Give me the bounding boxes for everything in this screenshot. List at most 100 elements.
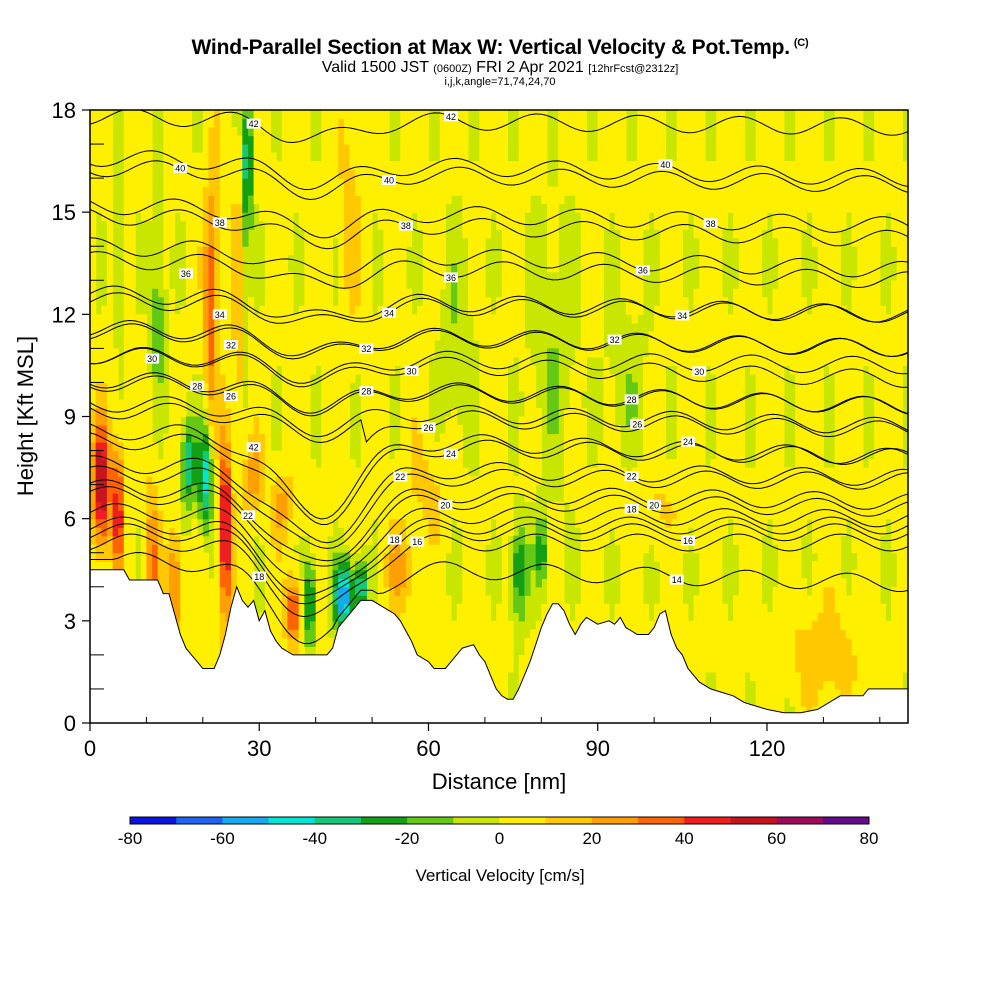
field-cell [372,493,379,503]
field-cell [501,620,508,630]
field-cell [321,629,328,639]
field-cell [434,280,441,290]
field-cell [191,518,198,528]
field-cell [225,484,232,494]
field-cell [394,195,401,205]
field-cell [287,646,294,656]
field-cell [490,391,497,401]
field-cell [411,203,418,213]
field-cell [293,467,300,477]
field-cell [293,169,300,179]
field-cell [321,203,328,213]
field-cell [530,544,537,554]
field-cell [135,152,142,162]
field-cell [394,331,401,341]
field-cell [428,612,435,622]
field-cell [326,127,334,137]
field-cell [129,527,136,537]
field-cell [326,220,334,230]
field-cell [174,603,181,613]
field-cell [236,339,243,349]
field-cell [293,331,300,341]
field-cell [180,110,187,120]
field-cell [169,203,176,213]
field-cell [129,459,136,469]
field-cell [360,535,367,545]
field-cell [248,305,255,315]
field-cell [428,195,435,205]
field-cell [242,178,249,188]
field-cell [343,280,351,290]
field-cell [592,518,599,528]
field-cell [332,169,339,179]
field-cell [214,288,221,298]
field-cell [191,271,198,281]
field-cell [95,127,102,137]
field-cell [524,110,531,120]
field-cell [473,237,480,247]
field-cell [315,178,322,188]
field-cell [434,561,441,571]
field-cell [298,450,305,460]
field-cell [242,442,249,452]
field-cell [462,629,469,639]
field-cell [490,322,497,332]
field-cell [468,237,475,247]
field-cell [575,425,582,435]
field-cell [248,203,255,213]
field-cell [174,314,181,324]
field-cell [95,544,102,554]
field-cell [355,263,362,273]
field-cell [377,442,384,452]
field-cell [563,493,571,503]
field-cell [490,671,497,681]
field-cell [202,399,209,409]
field-cell [326,212,334,222]
field-cell [569,152,576,162]
field-cell [541,569,548,579]
field-cell [580,288,587,298]
field-cell [434,459,441,469]
field-cell [434,629,441,639]
field-cell [315,569,322,579]
field-cell [507,186,514,196]
field-cell [197,246,204,256]
field-cell [411,578,418,588]
field-cell [270,595,277,605]
field-cell [321,425,328,435]
field-cell [428,450,435,460]
field-cell [389,271,396,281]
field-cell [287,561,294,571]
field-cell [304,484,311,494]
field-cell [174,331,181,341]
field-cell [580,382,587,392]
field-cell [417,110,424,120]
field-cell [563,118,571,128]
field-cell [360,186,367,196]
field-cell [264,322,272,332]
field-cell [484,620,492,630]
field-cell [501,356,508,366]
field-cell [383,442,390,452]
field-cell [236,476,243,486]
field-cell [298,493,305,503]
field-cell [169,212,176,222]
field-cell [338,127,345,137]
field-cell [321,331,328,341]
field-cell [405,322,413,332]
field-cell [253,382,260,392]
field-cell [417,603,424,613]
field-cell [287,195,294,205]
field-cell [360,586,367,596]
field-cell [473,203,480,213]
field-cell [417,391,424,401]
field-cell [140,152,147,162]
field-cell [202,476,209,486]
field-cell [293,408,300,418]
field-cell [208,620,215,630]
field-cell [400,305,407,315]
field-cell [129,442,136,452]
field-cell [270,552,277,562]
field-cell [123,314,130,324]
field-cell [451,476,458,486]
